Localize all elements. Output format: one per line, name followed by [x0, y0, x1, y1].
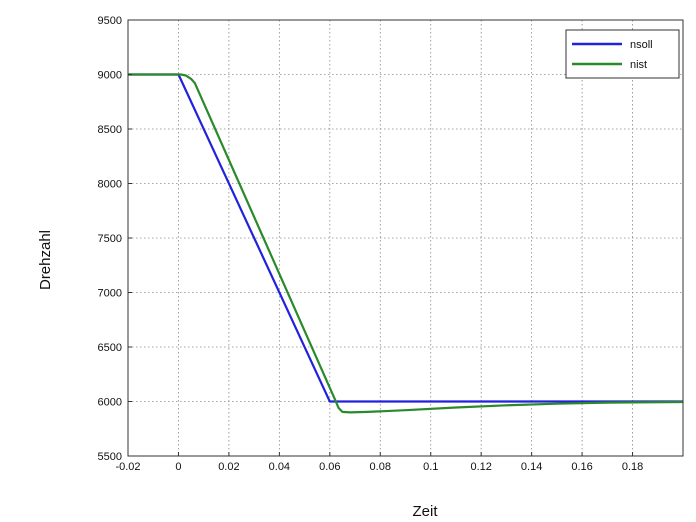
y-tick-label: 5500: [98, 451, 122, 463]
x-tick-label: 0.16: [571, 461, 592, 473]
tick-layer: -0.02 0 0.02 0.04 0.06 0.08 0.1 0.12 0.14 0.16 0.1…: [98, 15, 644, 473]
y-tick-label: 7000: [98, 288, 122, 300]
x-axis-label: Zeit: [412, 503, 438, 520]
legend-box: [565, 29, 680, 79]
legend-label-nsoll: nsoll: [630, 39, 653, 51]
x-tick-label: 0.18: [622, 461, 643, 473]
y-tick-label: 8500: [98, 124, 122, 136]
y-axis-label: Drehzahl: [37, 230, 54, 290]
x-tick-label: 0.12: [470, 461, 491, 473]
y-tick-label: 6500: [98, 342, 122, 354]
x-tick-label: 0.04: [269, 461, 290, 473]
legend: nsoll nist: [565, 29, 680, 79]
series-line-nist: [128, 73, 684, 414]
y-tick-label: 6000: [98, 397, 122, 409]
x-tick-label: 0.02: [218, 461, 239, 473]
x-tick-label: 0.1: [423, 461, 438, 473]
grid-layer: [128, 20, 683, 456]
y-tick-label: 7500: [98, 233, 122, 245]
series-layer: [128, 73, 684, 414]
x-tick-label: 0: [175, 461, 181, 473]
x-tick-label: -0.02: [115, 461, 140, 473]
y-tick-label: 9500: [98, 15, 122, 27]
y-tick-label: 9000: [98, 70, 122, 82]
x-tick-label: 0.06: [319, 461, 340, 473]
x-tick-label: 0.14: [521, 461, 542, 473]
legend-label-nist: nist: [630, 59, 647, 71]
x-tick-label: 0.08: [370, 461, 391, 473]
y-tick-label: 8000: [98, 179, 122, 191]
